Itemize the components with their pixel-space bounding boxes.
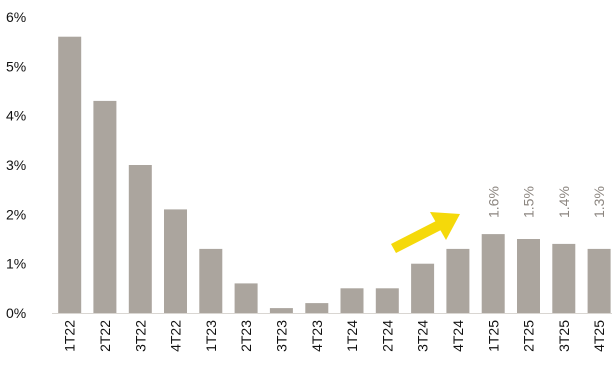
data-label: 1.4% [556, 186, 572, 218]
bar-1T24 [340, 288, 364, 313]
x-tick-label: 2T23 [238, 320, 254, 352]
bar-2T25 [517, 239, 540, 313]
y-tick-label: 0% [6, 305, 26, 321]
bar-4T23 [305, 303, 329, 313]
arrow-head [430, 212, 460, 240]
y-tick-label: 5% [6, 58, 26, 74]
data-label: 1.3% [591, 186, 607, 218]
x-tick-label: 3T23 [273, 320, 289, 352]
x-tick-label: 2T24 [379, 320, 395, 352]
x-tick-label: 1T22 [62, 320, 78, 352]
bar-1T25 [481, 234, 505, 313]
bar-4T22 [164, 209, 187, 313]
bar-2T22 [93, 100, 117, 314]
bar-2T23 [234, 283, 258, 313]
y-tick-label: 4% [6, 108, 26, 124]
x-tick-label: 4T24 [450, 320, 466, 352]
bar-3T24 [411, 263, 435, 313]
bar-4T24 [446, 248, 470, 313]
bar-3T23 [269, 308, 293, 313]
x-tick-label: 2T22 [97, 320, 113, 352]
x-tick-label: 4T22 [168, 320, 184, 352]
arrow-shaft [391, 221, 441, 253]
y-tick-label: 1% [6, 256, 26, 272]
bar-2T24 [375, 288, 399, 313]
up-arrow-icon [391, 212, 460, 253]
bar-1T23 [199, 248, 223, 313]
y-tick-label: 2% [6, 206, 26, 222]
bar-4T25 [587, 248, 611, 313]
x-tick-label: 1T24 [344, 320, 360, 352]
bar-3T25 [552, 243, 576, 313]
data-label: 1.6% [485, 186, 501, 218]
x-tick-label: 3T25 [556, 320, 572, 352]
x-tick-label: 1T25 [485, 320, 501, 352]
y-tick-label: 3% [6, 157, 26, 173]
x-tick-label: 4T23 [309, 320, 325, 352]
x-tick-label: 4T25 [591, 320, 607, 352]
x-tick-label: 3T24 [415, 320, 431, 352]
x-tick-label: 3T22 [132, 320, 148, 352]
x-tick-label: 1T23 [203, 320, 219, 352]
x-tick-label: 2T25 [521, 320, 537, 352]
bar-1T22 [58, 36, 82, 313]
data-label: 1.5% [521, 186, 537, 218]
y-tick-label: 6% [6, 9, 26, 25]
bar-3T22 [128, 165, 152, 313]
